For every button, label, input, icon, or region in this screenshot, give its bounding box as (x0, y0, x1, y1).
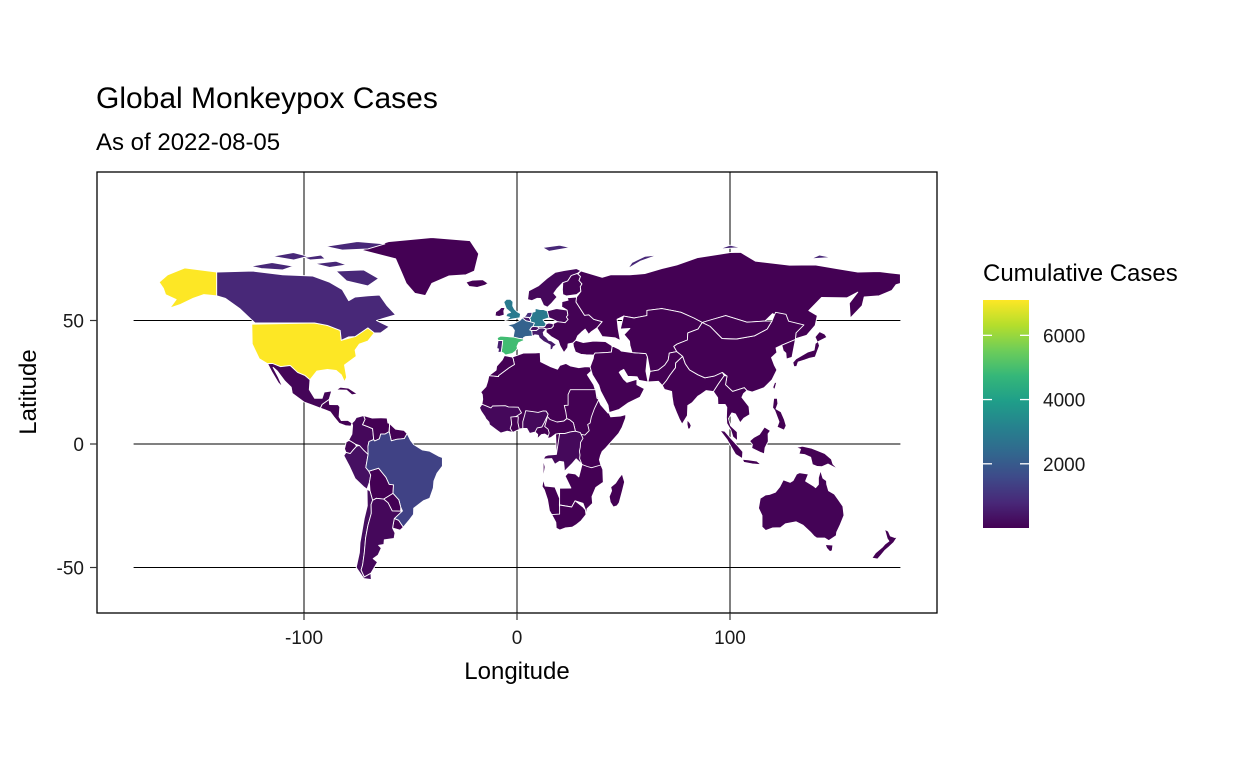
country-nigeria (522, 410, 549, 434)
arctic-island-9 (810, 254, 833, 260)
country-shapes (158, 237, 901, 581)
country-southeast-asia (712, 375, 751, 442)
country-new-zealand (871, 528, 898, 560)
country-greenland (361, 237, 480, 297)
legend-tick-label: 2000 (1043, 455, 1085, 476)
y-tick-label: -50 (57, 559, 84, 580)
country-iceland (465, 279, 489, 288)
y-tick-label: 50 (63, 312, 84, 333)
country-tasmania (824, 544, 834, 553)
country-italy (531, 327, 557, 351)
chart-title: Global Monkeypox Cases (96, 82, 438, 115)
country-canada (216, 270, 397, 341)
arctic-island-5 (303, 254, 326, 261)
country-caribbean (335, 386, 358, 396)
chart-subtitle: As of 2022-08-05 (96, 129, 280, 156)
country-russia (575, 251, 901, 341)
country-united-kingdom (503, 298, 522, 321)
arctic-island-1 (271, 252, 309, 261)
legend-title: Cumulative Cases (983, 260, 1178, 287)
country-borneo (749, 426, 771, 455)
country-philippines (772, 397, 787, 431)
legend-ticks: 2000 4000 6000 (983, 326, 1085, 476)
arctic-island-6 (542, 244, 571, 252)
country-ireland (494, 306, 506, 317)
country-morocco (488, 355, 515, 378)
country-mongolia (701, 315, 773, 340)
country-argentina (360, 497, 403, 578)
country-taiwan (772, 381, 778, 391)
country-central-america (319, 399, 353, 427)
country-middle-east (589, 345, 649, 414)
x-tick-label: -100 (285, 628, 323, 649)
country-sri-lanka (686, 419, 692, 430)
axes: -100 0 100 -50 0 50 (57, 312, 746, 650)
country-brazil (365, 423, 443, 528)
country-madagascar (608, 473, 626, 508)
arctic-island-4 (335, 269, 380, 287)
arctic-island-3 (324, 241, 386, 251)
country-new-guinea (795, 445, 839, 470)
arctic-island-7 (627, 254, 659, 270)
x-axis-title: Longitude (464, 658, 569, 685)
arctic-island-8 (718, 244, 742, 250)
country-indonesia (719, 429, 744, 460)
legend-tick-label: 6000 (1043, 326, 1085, 347)
y-axis-title: Latitude (15, 349, 42, 434)
y-tick-label: 0 (73, 435, 84, 456)
country-portugal (496, 340, 504, 354)
country-germany (529, 307, 550, 328)
country-australia (758, 469, 845, 542)
arctic-island-2 (314, 260, 348, 268)
legend-colorbar (983, 300, 1029, 528)
country-korea (781, 339, 796, 360)
country-ghana (509, 416, 520, 433)
country-dr-congo (542, 430, 584, 472)
country-java (741, 458, 762, 466)
x-tick-label: 0 (512, 628, 523, 649)
arctic-island-0 (250, 262, 294, 271)
x-tick-label: 100 (714, 628, 746, 649)
country-alaska (158, 267, 218, 309)
country-south-africa (551, 500, 587, 531)
country-japan (792, 331, 828, 368)
legend-tick-label: 4000 (1043, 391, 1085, 412)
